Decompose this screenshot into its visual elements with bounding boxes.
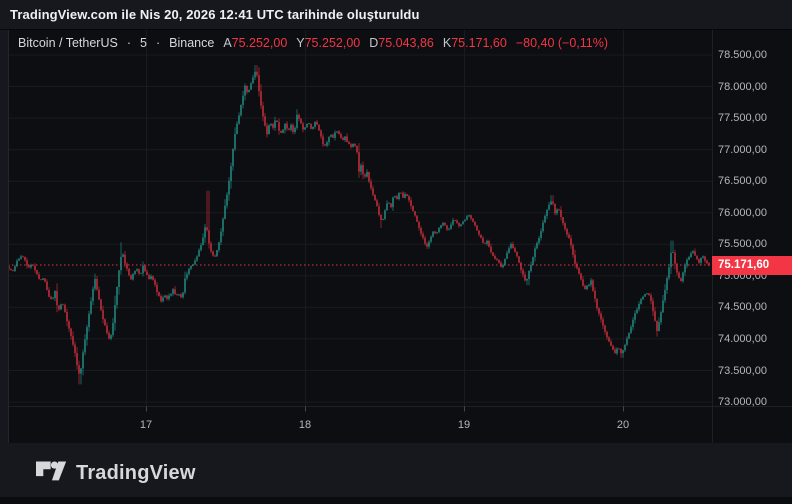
time-axis-label: 19: [457, 419, 471, 431]
chart-interval: 5: [140, 36, 147, 50]
ohlc-low: D75.043,86: [369, 36, 434, 50]
pane-left-border: [8, 30, 9, 443]
candle-bodies-down: [9, 71, 710, 374]
ohlc-close: K75.171,60: [442, 36, 507, 50]
axis-border: [8, 30, 792, 443]
last-price-label: 75.171,60: [712, 256, 792, 275]
candle-bodies-up: [14, 71, 704, 374]
time-axis-ticks: [146, 406, 624, 412]
candle-wicks-up: [14, 65, 704, 385]
tradingview-logo-icon: [36, 461, 67, 481]
price-axis-label: 74.500,00: [718, 301, 767, 313]
price-axis-label: 76.500,00: [718, 175, 767, 187]
ohlc-open: A75.252,00: [223, 36, 288, 50]
attribution-text: TradingView.com ile Nis 20, 2026 12:41 U…: [10, 7, 420, 22]
tradingview-logo-text: TradingView: [76, 462, 196, 484]
grid-lines: [8, 30, 712, 407]
ohlc-high: Y75.252,00: [296, 36, 361, 50]
price-axis-label: 73.500,00: [718, 365, 767, 377]
price-axis-label: 74.000,00: [718, 333, 767, 345]
symbol-legend: Bitcoin / TetherUS · 5 · Binance A75.252…: [18, 36, 608, 50]
chart-pane[interactable]: [8, 30, 792, 443]
price-axis-label: 73.000,00: [718, 396, 767, 408]
price-change: −80,40 (−0,11%): [515, 36, 609, 50]
exchange-name: Binance: [169, 36, 215, 50]
tradingview-logo[interactable]: TradingView: [36, 460, 196, 487]
price-axis-label: 76.000,00: [718, 207, 767, 219]
footer-bar: [0, 443, 792, 504]
price-axis-label: 77.500,00: [718, 112, 767, 124]
candle-wicks-down: [9, 65, 710, 385]
time-axis-label: 18: [298, 419, 312, 431]
legend-separator: ·: [155, 36, 161, 50]
time-axis-label: 20: [616, 419, 630, 431]
price-axis-label: 77.000,00: [718, 144, 767, 156]
window-bottom-edge: [0, 497, 792, 504]
symbol-name: Bitcoin / TetherUS: [18, 36, 118, 50]
price-axis-label: 78.000,00: [718, 81, 767, 93]
price-axis-label: 78.500,00: [718, 49, 767, 61]
price-axis-label: 75.500,00: [718, 238, 767, 250]
topbar-separator: [0, 29, 792, 30]
legend-separator: ·: [126, 36, 131, 50]
time-axis-label: 17: [139, 419, 153, 431]
attribution-topbar: TradingView.com ile Nis 20, 2026 12:41 U…: [0, 0, 792, 29]
